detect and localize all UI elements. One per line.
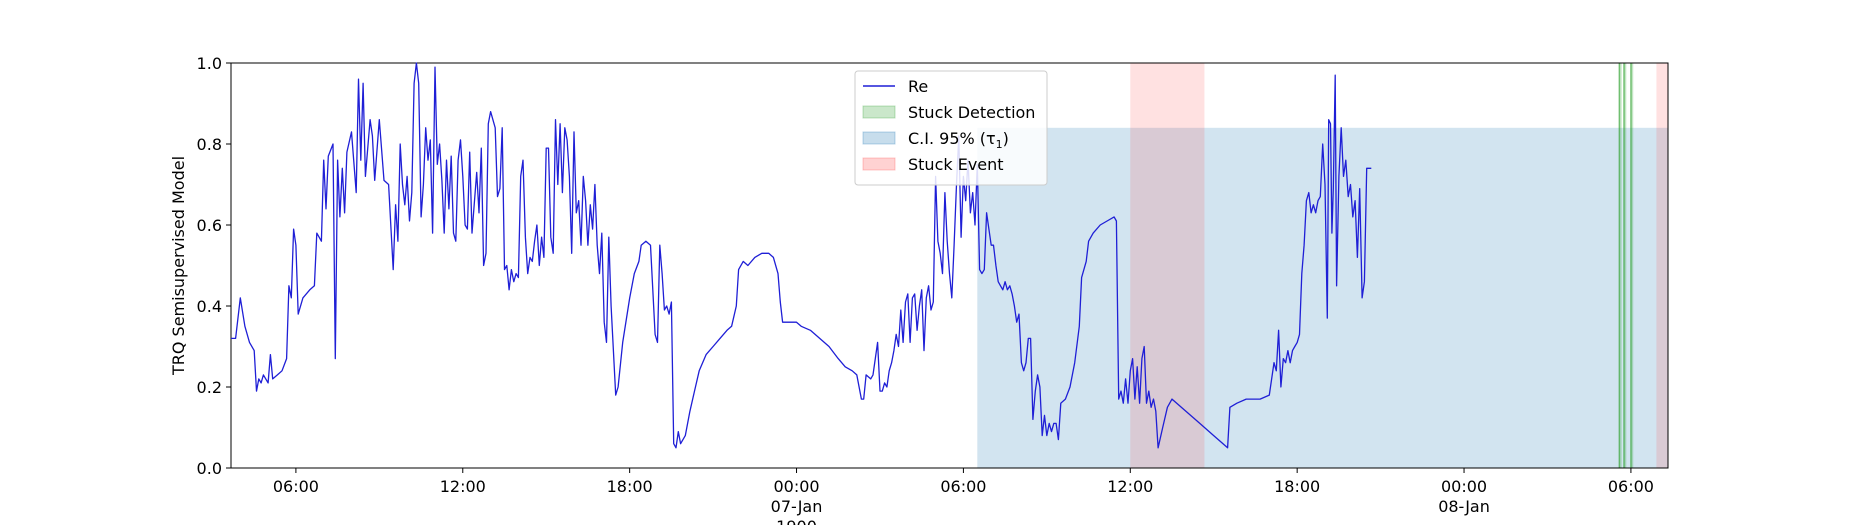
x-tick-label: 06:00 (1608, 477, 1654, 496)
x-tick-label: 18:00 (607, 477, 653, 496)
legend: Re Stuck Detection C.I. 95% (τ1) Stuck Even… (854, 70, 1048, 186)
background-bands (977, 63, 1668, 469)
stuck-event-band (1656, 63, 1668, 468)
ticks: 0.00.20.40.60.81.006:00 12:00 18:00 00:0007… (169, 54, 1654, 525)
series-line-re (231, 62, 1372, 449)
y-axis-label: TRQ Semisupervised Model (169, 156, 188, 376)
legend-swatch (862, 157, 896, 171)
x-tick-label: 18:00 (1274, 477, 1320, 496)
x-tick-date-label: 07-Jan (771, 497, 823, 516)
y-tick-label: 0.4 (197, 297, 222, 316)
y-tick-label: 0.0 (197, 459, 222, 478)
stuck-detection-band (1630, 63, 1634, 468)
x-tick-label: 06:00 (273, 477, 319, 496)
y-tick-label: 0.2 (197, 378, 222, 397)
y-tick-label: 1.0 (197, 54, 222, 73)
x-tick-label: 12:00 (440, 477, 486, 496)
legend-label: Re (908, 77, 928, 96)
x-tick-label: 00:00 (773, 477, 819, 496)
x-tick-label: 12:00 (1107, 477, 1153, 496)
legend-box (854, 70, 1048, 186)
series-group (231, 62, 1372, 449)
x-tick-label: 00:00 (1441, 477, 1487, 496)
stuck-detection-band (1619, 63, 1622, 468)
plot-frame (230, 62, 1669, 469)
x-tick-date-label: 08-Jan (1438, 497, 1490, 516)
legend-label: C.I. 95% (τ1) (908, 129, 1009, 151)
legend-swatch (862, 105, 896, 119)
stuck-event-band (1130, 63, 1205, 468)
legend-label: Stuck Detection (908, 103, 1035, 122)
y-tick-label: 0.6 (197, 216, 222, 235)
legend-label: Stuck Event (908, 155, 1004, 174)
axes (230, 62, 1669, 469)
x-tick-year-label: 1900 (776, 517, 817, 525)
x-tick-label: 06:00 (940, 477, 986, 496)
legend-swatch (862, 131, 896, 145)
y-tick-label: 0.8 (197, 135, 222, 154)
ci-band (977, 127, 1668, 469)
stuck-detection-band (1623, 63, 1627, 468)
